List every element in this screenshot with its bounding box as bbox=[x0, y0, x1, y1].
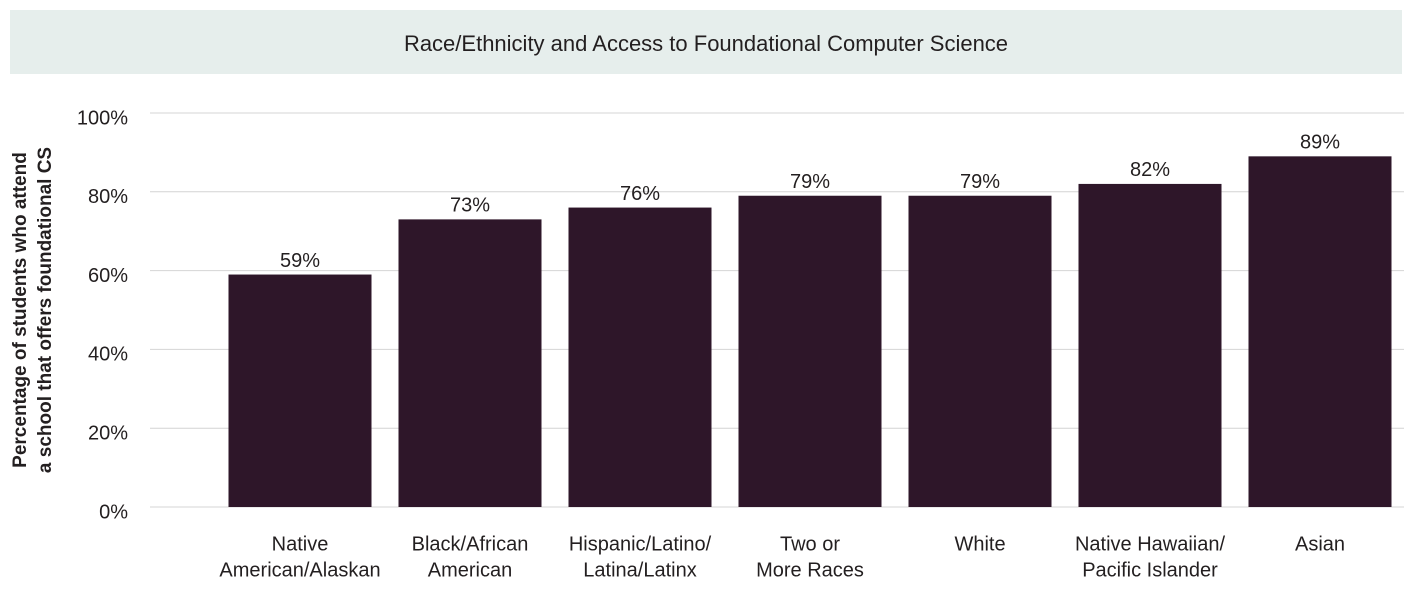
bar bbox=[738, 195, 882, 508]
value-label: 89% bbox=[1300, 132, 1340, 154]
value-label: 73% bbox=[450, 195, 490, 217]
value-label: 59% bbox=[280, 250, 320, 272]
x-tick-label: Native bbox=[272, 533, 329, 555]
bar bbox=[228, 274, 372, 507]
x-tick-label: Hispanic/Latino/ bbox=[569, 533, 712, 555]
bar bbox=[398, 219, 542, 507]
y-axis-label: Percentage of students who attend a scho… bbox=[10, 147, 56, 473]
value-label: 82% bbox=[1130, 159, 1170, 181]
y-tick-label: 60% bbox=[88, 265, 128, 287]
value-label: 76% bbox=[620, 183, 660, 205]
bar bbox=[1248, 156, 1392, 507]
y-tick-label: 20% bbox=[88, 422, 128, 444]
bar bbox=[568, 207, 712, 507]
title-band bbox=[10, 10, 1402, 74]
bar bbox=[1078, 183, 1222, 508]
x-tick-label: Black/African bbox=[412, 533, 529, 555]
value-label: 79% bbox=[790, 171, 830, 193]
x-tick-label: Two or bbox=[780, 533, 840, 555]
x-tick-label: White bbox=[954, 533, 1005, 555]
y-axis-label-line: Percentage of students who attend bbox=[10, 152, 31, 468]
chart-title: Race/Ethnicity and Access to Foundationa… bbox=[404, 31, 1008, 56]
y-tick-label: 100% bbox=[77, 107, 128, 129]
bar bbox=[908, 195, 1052, 508]
y-tick-label: 40% bbox=[88, 344, 128, 366]
y-axis-label-line: a school that offers foundational CS bbox=[35, 147, 56, 473]
x-tick-label: More Races bbox=[756, 559, 864, 581]
x-tick-label: American/Alaskan bbox=[219, 559, 380, 581]
y-tick-label: 80% bbox=[88, 186, 128, 208]
x-tick-label: Asian bbox=[1295, 533, 1345, 555]
x-tick-label: Pacific Islander bbox=[1082, 559, 1218, 581]
x-tick-label: American bbox=[428, 559, 512, 581]
y-tick-label: 0% bbox=[99, 501, 128, 523]
x-tick-label: Latina/Latinx bbox=[583, 559, 696, 581]
value-label: 79% bbox=[960, 171, 1000, 193]
x-tick-label: Native Hawaiian/ bbox=[1075, 533, 1226, 555]
